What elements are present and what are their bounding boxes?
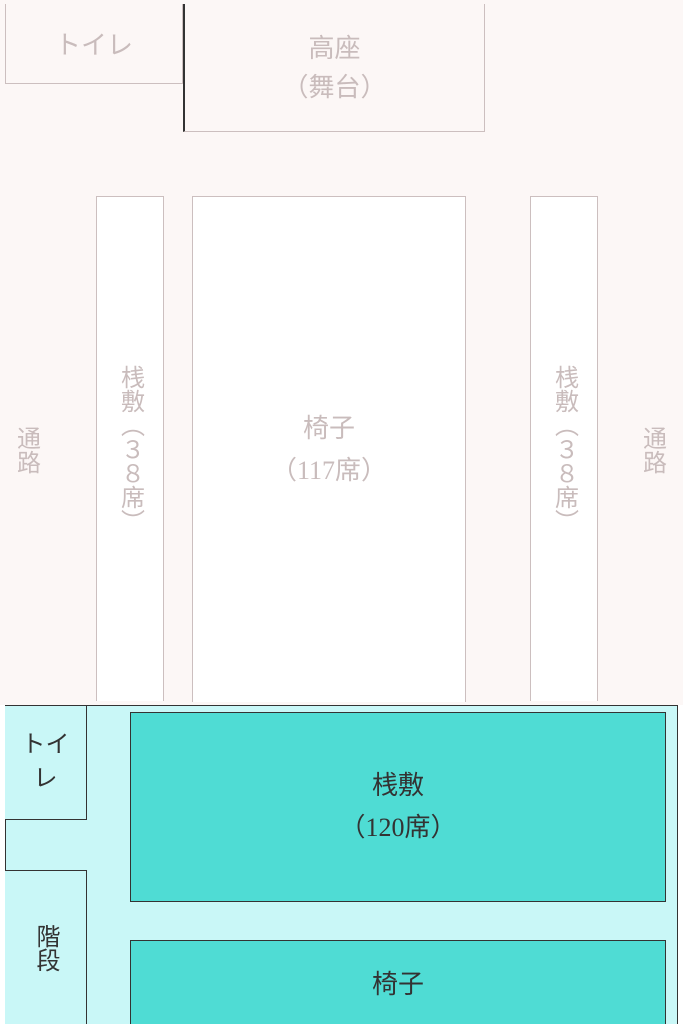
sajiki-right: 桟敷（３８席） bbox=[530, 196, 598, 701]
stage-line1: 高座 bbox=[308, 29, 360, 68]
sajiki-lower: 桟敷（120席） bbox=[130, 712, 666, 902]
stairs: 階段 bbox=[5, 870, 87, 1024]
stage-line2: （舞台） bbox=[282, 68, 386, 107]
toilet-top-label: トイレ bbox=[55, 25, 133, 62]
stage: 高座（舞台） bbox=[183, 4, 485, 132]
toilet-top: トイレ bbox=[5, 4, 183, 84]
sajiki-lower-line2: （120席） bbox=[339, 807, 456, 849]
stairs-label: 階段 bbox=[28, 924, 63, 972]
aisle-right: 通路 bbox=[628, 390, 676, 510]
toilet-bottom-line2: レ bbox=[34, 763, 58, 797]
toilet-bottom: トイレ bbox=[5, 705, 87, 820]
sajiki-lower-line1: 桟敷 bbox=[372, 765, 424, 807]
sajiki-right-label: 桟敷（３８席） bbox=[547, 365, 582, 533]
aisle-left-label: 通路 bbox=[9, 426, 44, 474]
sajiki-left: 桟敷（３８席） bbox=[96, 196, 164, 701]
chairs-center-line2: （117席） bbox=[271, 450, 387, 492]
aisle-right-label: 通路 bbox=[635, 426, 670, 474]
aisle-left: 通路 bbox=[2, 390, 50, 510]
toilet-bottom-line1: トイ bbox=[22, 729, 70, 763]
chairs-center: 椅子（117席） bbox=[192, 196, 466, 702]
chairs-center-line1: 椅子 bbox=[303, 408, 355, 450]
chairs-lower-label: 椅子 bbox=[372, 964, 424, 1001]
sajiki-left-label: 桟敷（３８席） bbox=[113, 365, 148, 533]
chairs-lower: 椅子 bbox=[130, 940, 666, 1024]
